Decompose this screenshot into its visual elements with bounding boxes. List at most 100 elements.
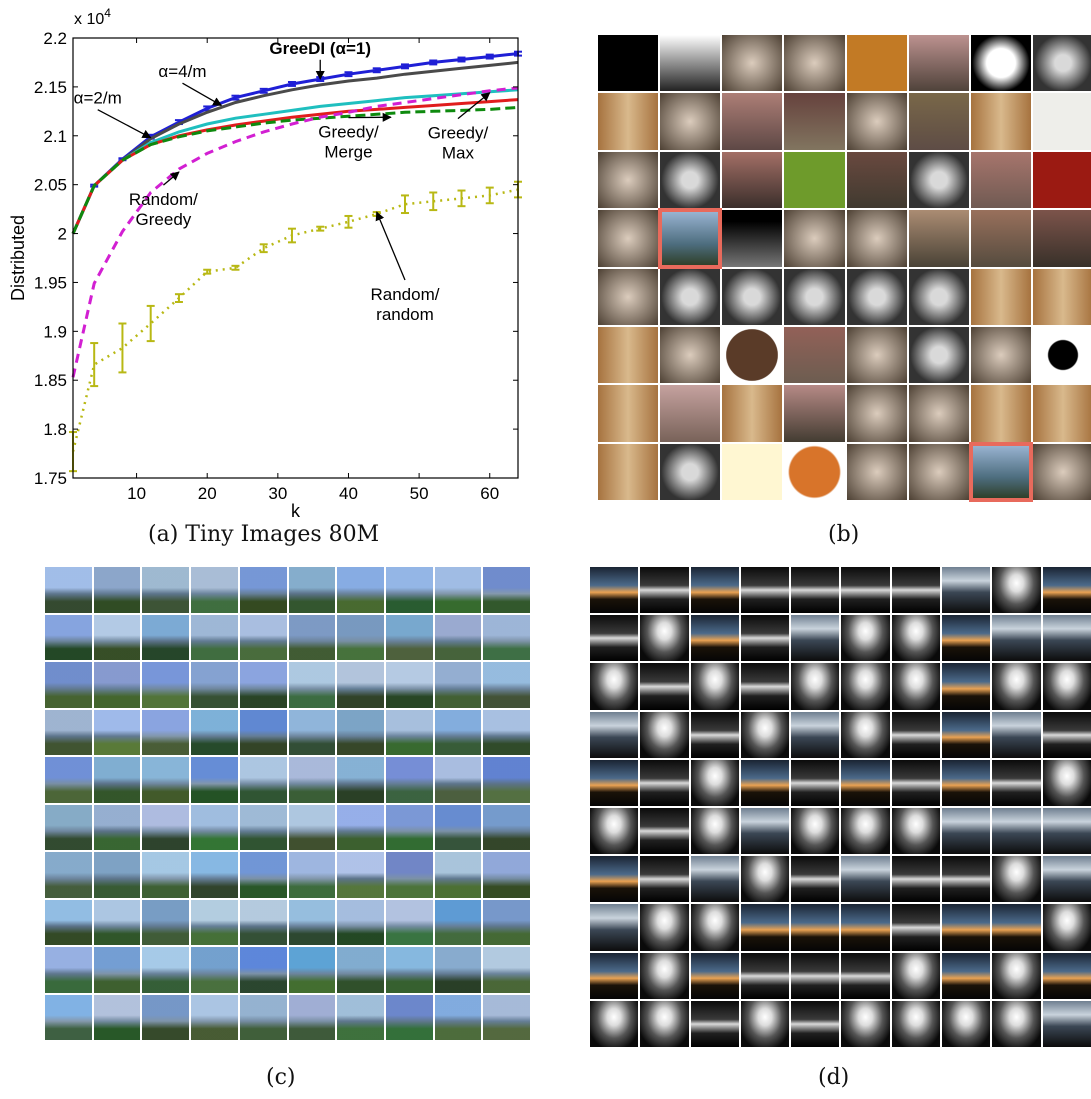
thumbnail-d	[740, 1000, 790, 1047]
thumbnail-b	[908, 443, 969, 500]
thumbnail-c	[45, 852, 92, 898]
annotation-label: Max	[442, 144, 475, 163]
thumbnail-d	[690, 856, 739, 903]
thumbnail-b	[970, 35, 1031, 92]
thumbnail-c	[337, 947, 384, 993]
thumbnail-c	[45, 994, 92, 1040]
thumbnail-d	[740, 615, 790, 662]
thumbnail-b	[784, 210, 845, 267]
thumbnail-d	[992, 567, 1041, 614]
thumbnail-d	[640, 1000, 689, 1047]
thumbnail-d	[942, 904, 991, 951]
thumbnail-c	[434, 614, 482, 660]
thumbnail-d	[640, 856, 689, 903]
thumbnail-b	[968, 441, 1033, 503]
thumbnail-d	[590, 567, 639, 614]
thumbnail-c	[93, 899, 141, 945]
thumbnail-d	[590, 856, 639, 903]
thumbnail-d	[891, 952, 941, 999]
thumbnail-b	[908, 151, 969, 209]
thumbnail-c	[45, 567, 92, 613]
thumbnail-b	[846, 326, 907, 384]
thumbnail-c	[142, 757, 190, 803]
thumbnail-b	[660, 93, 721, 150]
thumbnail-c	[288, 567, 336, 613]
thumbnail-d	[992, 808, 1041, 855]
thumbnail-b	[784, 151, 845, 209]
thumbnail-b	[1032, 326, 1091, 384]
thumbnail-c	[288, 947, 336, 993]
thumbnail-c	[483, 614, 530, 660]
thumbnail-d	[942, 759, 991, 806]
thumbnail-b	[784, 326, 845, 384]
thumbnail-d	[791, 711, 840, 758]
thumbnail-d	[791, 952, 840, 999]
thumbnail-d	[690, 663, 739, 710]
thumbnail-c	[191, 994, 238, 1040]
thumbnail-b	[598, 210, 659, 267]
thumbnail-d	[992, 952, 1041, 999]
image-grid-d	[590, 567, 1091, 1047]
thumbnail-d	[740, 952, 790, 999]
thumbnail-b	[660, 35, 721, 92]
thumbnail-d	[891, 759, 941, 806]
thumbnail-c	[93, 804, 141, 850]
thumbnail-c	[483, 567, 530, 613]
thumbnail-c	[239, 567, 287, 613]
thumbnail-c	[191, 947, 238, 993]
thumbnail-b	[784, 35, 845, 92]
thumbnail-d	[942, 856, 991, 903]
thumbnail-b	[598, 268, 659, 325]
thumbnail-d	[841, 663, 890, 710]
thumbnail-d	[1042, 1000, 1091, 1047]
annotation-arrow	[162, 171, 180, 186]
thumbnail-c	[142, 947, 190, 993]
thumbnail-d	[841, 808, 890, 855]
thumbnail-d	[841, 904, 890, 951]
thumbnail-d	[891, 711, 941, 758]
thumbnail-c	[142, 852, 190, 898]
thumbnail-d	[640, 567, 689, 614]
thumbnail-c	[239, 804, 287, 850]
thumbnail-d	[992, 711, 1041, 758]
x-tick-label: 50	[410, 484, 429, 503]
thumbnail-b	[722, 385, 783, 442]
y-exponent-label: x 104	[74, 6, 111, 28]
thumbnail-c	[45, 614, 92, 660]
thumbnail-c	[483, 662, 530, 708]
y-exponent-sup: 4	[104, 6, 111, 20]
thumbnail-c	[239, 852, 287, 898]
thumbnail-c	[191, 662, 238, 708]
thumbnail-c	[191, 567, 238, 613]
thumbnail-c	[45, 757, 92, 803]
thumbnail-c	[288, 994, 336, 1040]
thumbnail-c	[337, 994, 384, 1040]
thumbnail-b	[784, 268, 845, 325]
thumbnail-c	[239, 899, 287, 945]
annotation-label: Random/	[370, 285, 439, 304]
thumbnail-d	[841, 1000, 890, 1047]
thumbnail-b	[660, 151, 721, 209]
thumbnail-b	[846, 151, 907, 209]
x-tick-label: 10	[127, 484, 146, 503]
thumbnail-b	[722, 443, 783, 500]
thumbnail-c	[45, 709, 92, 755]
annotation-arrow	[375, 211, 406, 281]
thumbnail-d	[590, 1000, 639, 1047]
thumbnail-c	[142, 994, 190, 1040]
thumbnail-c	[385, 804, 433, 850]
annotation-label: Greedy	[136, 210, 192, 229]
thumbnail-b	[660, 443, 721, 500]
thumbnail-c	[142, 899, 190, 945]
annotation-arrow	[182, 82, 223, 107]
annotation-label: α=4/m	[158, 62, 206, 81]
thumbnail-d	[942, 615, 991, 662]
thumbnail-b	[722, 93, 783, 150]
thumbnail-c	[288, 804, 336, 850]
image-grid-b	[598, 35, 1091, 503]
thumbnail-c	[45, 662, 92, 708]
thumbnail-b	[970, 93, 1031, 150]
thumbnail-b	[660, 268, 721, 325]
thumbnail-c	[337, 662, 384, 708]
